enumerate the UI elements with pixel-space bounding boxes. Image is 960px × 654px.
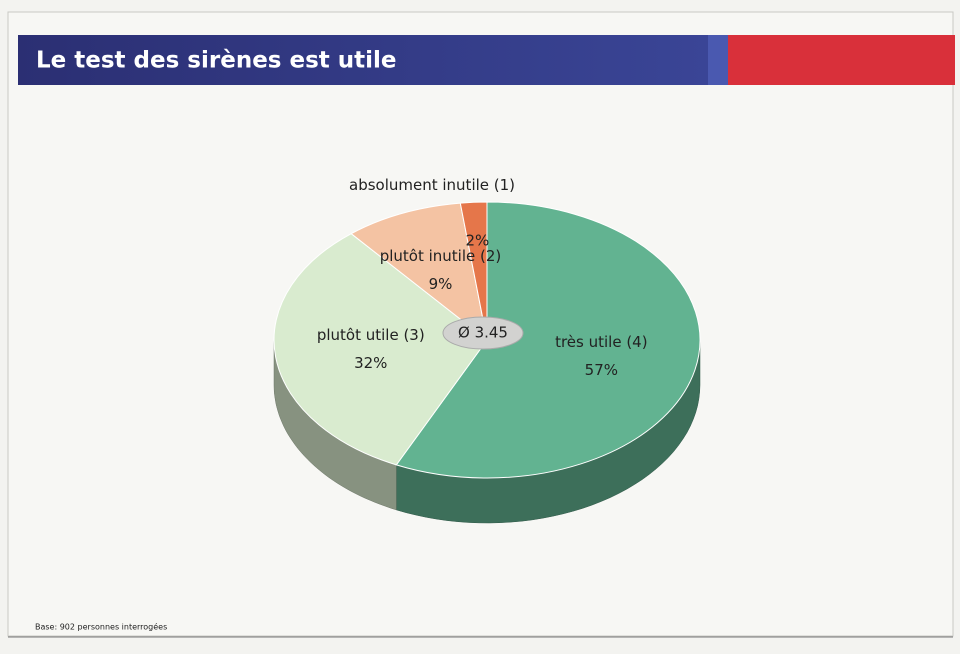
slice [395,201,701,479]
category-label: très utile (4) [555,333,648,351]
slice [273,233,488,466]
category-label: absolument inutile (1) [349,176,515,194]
center-oval [442,316,524,350]
title-bar-accent [708,35,728,85]
slice [459,201,488,341]
value-label: 9% [429,275,453,293]
value-label: 57% [585,361,618,379]
value-label: 32% [354,354,387,372]
center-label: Ø 3.45 [458,324,508,342]
slice [350,202,488,342]
title-bar [18,35,708,85]
category-label: plutôt utile (3) [317,326,425,344]
footnote: Base: 902 personnes interrogées [35,622,167,632]
chart-title: Le test des sirènes est utile [36,48,397,74]
title-bar-red [728,35,955,85]
value-label: 2% [465,231,489,249]
category-label: plutôt inutile (2) [380,247,502,265]
